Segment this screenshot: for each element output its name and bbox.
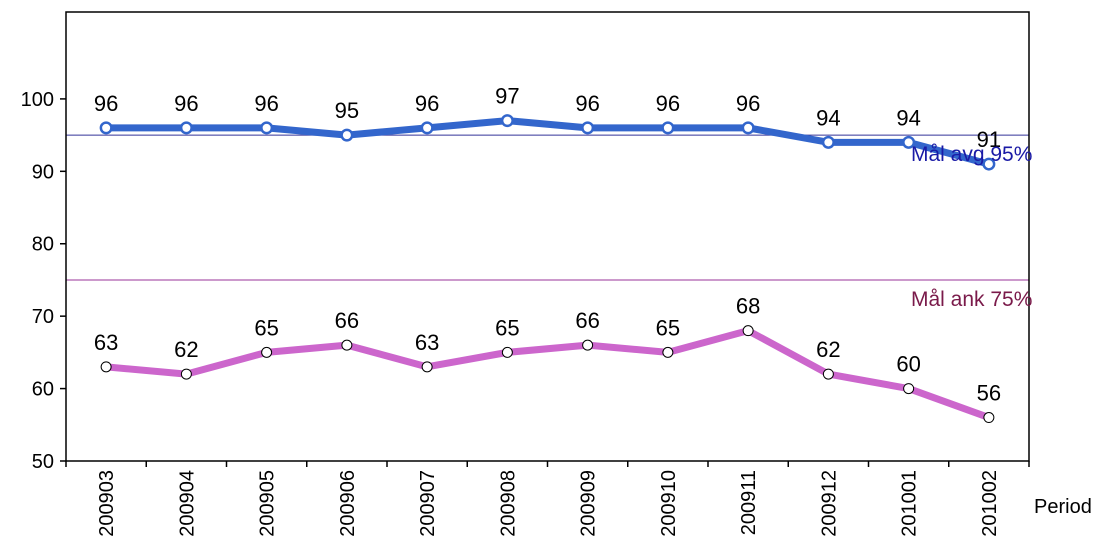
data-label: 91: [977, 127, 1001, 152]
data-point-center: [423, 123, 432, 132]
x-tick-label: 200909: [578, 470, 600, 537]
y-tick-label: 80: [32, 234, 54, 256]
x-tick-label: 200911: [738, 470, 760, 535]
data-point-center: [824, 138, 833, 147]
data-point-center: [182, 123, 191, 132]
data-point: [180, 368, 192, 380]
data-point: [501, 346, 513, 358]
data-point-center: [744, 123, 753, 132]
data-point-center: [904, 138, 913, 147]
data-label: 56: [977, 381, 1001, 406]
y-tick-label: 70: [32, 306, 54, 328]
series-line: [102, 327, 993, 422]
y-tick-label: 90: [32, 161, 54, 183]
series-line: [102, 117, 993, 168]
x-tick-label: 201001: [899, 470, 921, 537]
x-tick-label: 200912: [818, 470, 840, 537]
data-label: 96: [415, 91, 439, 116]
data-point: [261, 346, 273, 358]
data-label: 96: [575, 91, 599, 116]
data-point: [582, 339, 594, 351]
data-point-center: [262, 123, 271, 132]
data-label: 95: [335, 98, 359, 123]
data-point: [421, 361, 433, 373]
x-tick-label: 200904: [176, 470, 198, 537]
data-point: [983, 412, 995, 424]
data-label: 62: [816, 337, 840, 362]
data-label: 63: [415, 330, 439, 355]
y-tick-label: 60: [32, 379, 54, 401]
x-tick-label: 200906: [337, 470, 359, 537]
data-label: 68: [736, 294, 760, 319]
reference-line-label: Mål avg 95%: [911, 143, 1032, 166]
data-label: 96: [736, 91, 760, 116]
data-point-center: [342, 131, 351, 140]
data-label: 65: [656, 315, 680, 340]
data-point: [742, 325, 754, 337]
data-point-center: [583, 123, 592, 132]
data-label: 96: [254, 91, 278, 116]
x-tick-label: 200903: [96, 470, 118, 537]
data-point: [822, 368, 834, 380]
data-label: 60: [896, 352, 920, 377]
x-tick-label: 200910: [658, 470, 680, 537]
x-tick-label: 200908: [497, 470, 519, 537]
y-tick-label: 100: [21, 89, 54, 111]
x-tick-label: 201002: [979, 470, 1001, 537]
data-point-center: [984, 160, 993, 169]
x-axis-title: Period: [1034, 496, 1092, 518]
data-label: 66: [575, 308, 599, 333]
data-label: 96: [656, 91, 680, 116]
data-label: 97: [495, 84, 519, 109]
data-point: [100, 361, 112, 373]
data-label: 94: [816, 105, 840, 130]
data-label: 63: [94, 330, 118, 355]
data-point: [662, 346, 674, 358]
data-point: [903, 383, 915, 395]
data-point: [341, 339, 353, 351]
y-tick-label: 50: [32, 451, 54, 473]
data-label: 62: [174, 337, 198, 362]
x-tick-label: 200905: [257, 470, 279, 537]
data-label: 66: [335, 308, 359, 333]
data-point-center: [503, 116, 512, 125]
data-label: 96: [94, 91, 118, 116]
data-label: 94: [896, 105, 920, 130]
data-label: 96: [174, 91, 198, 116]
data-point-center: [102, 123, 111, 132]
data-label: 65: [254, 315, 278, 340]
data-label: 65: [495, 315, 519, 340]
reference-line-label: Mål ank 75%: [911, 288, 1032, 311]
plot-frame: [65, 11, 1030, 462]
data-point-center: [663, 123, 672, 132]
x-tick-label: 200907: [417, 470, 439, 537]
